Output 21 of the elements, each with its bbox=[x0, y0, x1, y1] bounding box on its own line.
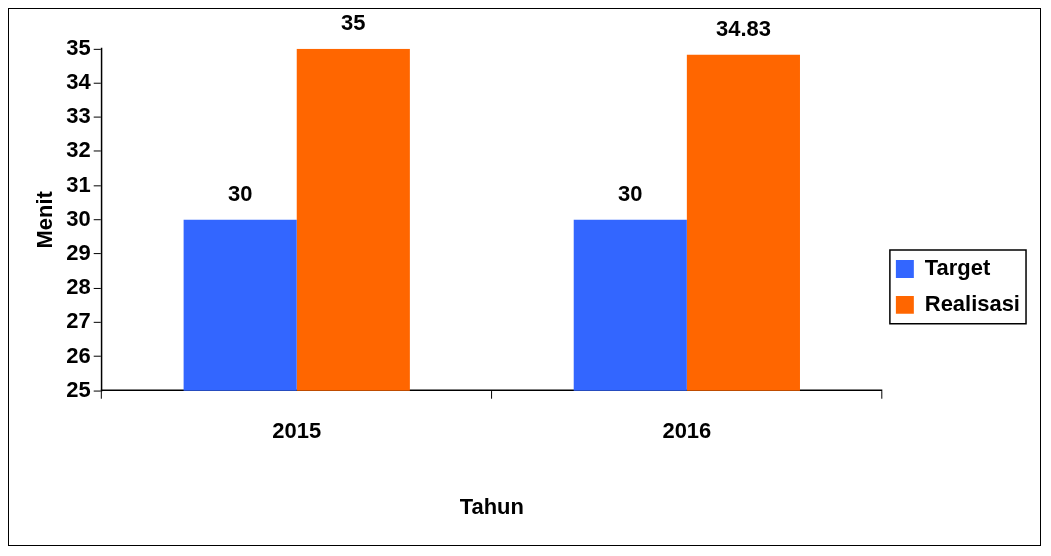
y-tick-label: 33 bbox=[66, 103, 91, 129]
data-label: 30 bbox=[618, 180, 643, 206]
y-tick-label: 29 bbox=[66, 240, 91, 266]
y-tick-label: 26 bbox=[66, 342, 91, 368]
legend-label: Target bbox=[924, 255, 991, 281]
y-tick-label: 25 bbox=[66, 376, 91, 402]
data-label: 35 bbox=[341, 10, 366, 35]
y-tick-label: 35 bbox=[66, 34, 91, 60]
y-tick-label: 28 bbox=[66, 274, 91, 300]
x-tick-label: 2015 bbox=[272, 417, 322, 443]
y-axis-title: Menit bbox=[32, 190, 58, 249]
y-tick-label: 27 bbox=[66, 308, 91, 334]
data-label: 30 bbox=[227, 180, 253, 206]
y-tick-label: 34 bbox=[66, 69, 92, 95]
y-tick-label: 31 bbox=[66, 171, 91, 197]
x-tick-label: 2016 bbox=[662, 417, 712, 443]
y-tick-label: 32 bbox=[66, 137, 91, 163]
legend-label: Realisasi bbox=[924, 290, 1020, 316]
y-tick-label: 30 bbox=[66, 205, 91, 231]
x-axis-title: Tahun bbox=[459, 494, 524, 519]
data-label: 34.83 bbox=[715, 15, 771, 41]
